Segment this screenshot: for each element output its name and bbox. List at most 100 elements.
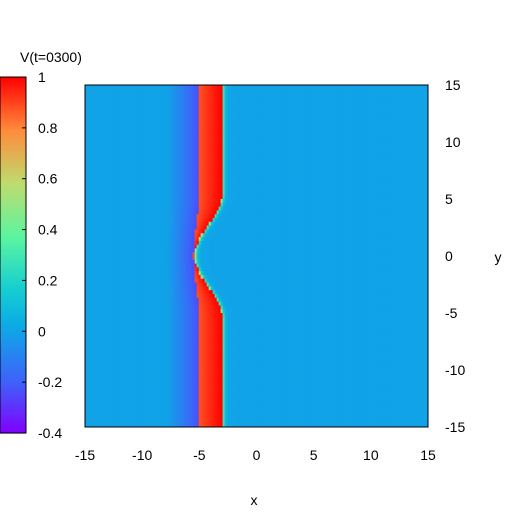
heatmap-cell [324, 123, 327, 128]
heatmap-cell [400, 126, 403, 132]
heatmap-cell [116, 187, 120, 192]
colorbar-strip [0, 365, 26, 368]
heatmap-cell [162, 126, 166, 132]
heatmap-cell [120, 104, 124, 109]
heatmap-cell [222, 85, 226, 90]
heatmap-cell [270, 111, 273, 116]
heatmap-cell [246, 126, 250, 132]
heatmap-cell [272, 130, 275, 135]
heatmap-cell [270, 115, 273, 120]
heatmap-cell [184, 142, 188, 147]
heatmap-cell [94, 157, 98, 162]
heatmap-cell [350, 104, 353, 109]
heatmap-cell [280, 111, 283, 116]
heatmap-cell [208, 138, 212, 143]
heatmap-cell [194, 187, 198, 192]
heatmap-cell [324, 100, 327, 105]
heatmap-cell [156, 142, 160, 147]
heatmap-cell [348, 172, 351, 177]
heatmap-cell [170, 157, 174, 162]
heatmap-cell [220, 138, 224, 143]
heatmap-cell [250, 104, 254, 109]
heatmap-cell [118, 183, 122, 189]
heatmap-cell [238, 123, 242, 128]
heatmap-cell [172, 115, 176, 120]
heatmap-cell [378, 92, 381, 97]
heatmap-cell [202, 123, 206, 128]
heatmap-cell [278, 100, 281, 105]
heatmap-cell [318, 100, 321, 105]
heatmap-cell [142, 153, 146, 158]
heatmap-cell [158, 85, 162, 90]
heatmap-cell [408, 119, 411, 124]
heatmap-cell [380, 168, 383, 173]
heatmap-cell [260, 119, 263, 124]
heatmap-cell [154, 187, 158, 192]
heatmap-cell [330, 100, 333, 105]
heatmap-cell [260, 183, 263, 189]
heatmap-cell [298, 187, 301, 192]
heatmap-cell [176, 96, 180, 101]
heatmap-cell [134, 115, 138, 120]
heatmap-cell [314, 161, 317, 166]
heatmap-cell [202, 134, 206, 139]
heatmap-cell [90, 123, 94, 128]
heatmap-cell [400, 164, 403, 170]
heatmap-cell [212, 138, 216, 143]
heatmap-cell [224, 100, 228, 105]
heatmap-cell [198, 100, 202, 105]
heatmap-cell [342, 100, 345, 105]
heatmap-cell [220, 142, 224, 147]
heatmap-cell [194, 138, 198, 143]
colorbar-strip [0, 113, 26, 116]
heatmap-cell [94, 126, 98, 132]
heatmap-cell [194, 111, 198, 116]
heatmap-cell [340, 183, 343, 189]
heatmap-cell [322, 153, 325, 158]
heatmap-cell [414, 92, 417, 97]
heatmap-cell [134, 130, 138, 135]
heatmap-cell [182, 187, 186, 192]
heatmap-cell [94, 168, 98, 173]
heatmap-cell [348, 85, 351, 90]
heatmap-cell [112, 138, 116, 143]
heatmap-cell [178, 153, 182, 158]
heatmap-cell [158, 134, 162, 139]
heatmap-cell [348, 119, 351, 124]
colorbar-strip [0, 159, 26, 162]
heatmap-cell [240, 130, 244, 135]
heatmap-cell [142, 138, 146, 143]
heatmap-cell [194, 126, 198, 132]
heatmap-cell [344, 115, 347, 120]
heatmap-cell [198, 145, 202, 151]
heatmap-cell [312, 115, 315, 120]
heatmap-cell [164, 161, 168, 166]
heatmap-cell [394, 180, 397, 185]
colorbar-strip [0, 143, 26, 146]
heatmap-cell [272, 134, 275, 139]
heatmap-cell [322, 176, 325, 181]
heatmap-cell [368, 168, 371, 173]
heatmap-cell [110, 157, 114, 162]
heatmap-cell [188, 142, 192, 147]
heatmap-cell [134, 168, 138, 173]
heatmap-cell [216, 85, 220, 90]
heatmap-cell [332, 153, 335, 158]
colorbar-strip [0, 181, 26, 184]
heatmap-cell [202, 126, 206, 132]
colorbar-strip [0, 225, 26, 228]
heatmap-cell [374, 180, 377, 185]
heatmap-cell [158, 164, 162, 170]
heatmap-cell [176, 164, 180, 170]
heatmap-cell [246, 149, 250, 154]
heatmap-cell [312, 130, 315, 135]
heatmap-cell [240, 180, 244, 185]
heatmap-cell [266, 187, 269, 192]
heatmap-cell [186, 134, 190, 139]
colorbar-strip [0, 395, 26, 398]
colorbar-strip [0, 85, 26, 88]
heatmap-cell [100, 115, 104, 120]
heatmap-cell [114, 161, 118, 166]
heatmap-cell [222, 183, 226, 189]
heatmap-cell [244, 138, 248, 143]
